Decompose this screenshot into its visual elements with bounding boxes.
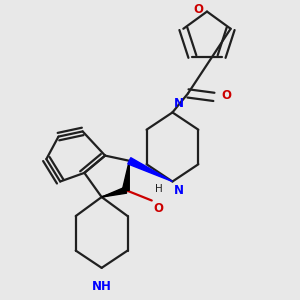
Text: O: O bbox=[154, 202, 164, 215]
Text: H: H bbox=[155, 184, 163, 194]
Text: O: O bbox=[194, 3, 203, 16]
Text: N: N bbox=[174, 97, 184, 110]
Polygon shape bbox=[128, 158, 172, 182]
Text: O: O bbox=[221, 89, 232, 102]
Polygon shape bbox=[122, 161, 129, 190]
Polygon shape bbox=[102, 187, 127, 197]
Text: N: N bbox=[174, 184, 184, 197]
Text: NH: NH bbox=[92, 280, 112, 293]
